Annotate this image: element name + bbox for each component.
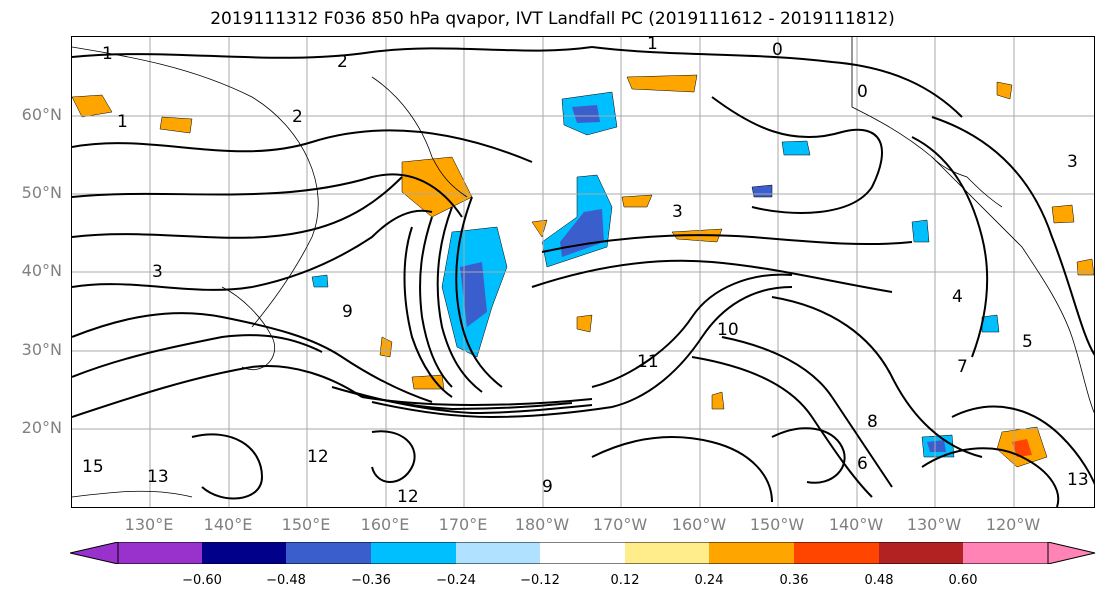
contour-label: 0 bbox=[857, 82, 868, 102]
lon-label: 130°E bbox=[124, 515, 174, 534]
contour-label: 4 bbox=[952, 287, 963, 307]
contour-label: 12 bbox=[307, 447, 329, 467]
colorbar-segment bbox=[286, 542, 371, 564]
map-canvas: 1 2 3 0 1 2 3 4 9 10 11 12 13 15 8 6 5 7… bbox=[72, 37, 1094, 507]
ivt-contours bbox=[72, 46, 1094, 507]
colorbar-tick-label: −0.24 bbox=[436, 573, 476, 588]
colorbar-segment bbox=[879, 542, 963, 564]
lat-label-50n: 50°N bbox=[21, 183, 62, 202]
lon-label: 120°W bbox=[985, 515, 1041, 534]
lat-label-40n: 40°N bbox=[21, 261, 62, 280]
colorbar bbox=[70, 542, 1096, 564]
contour-label: 2 bbox=[337, 52, 348, 72]
contour-label: 12 bbox=[397, 487, 419, 507]
lon-label: 170°W bbox=[592, 515, 648, 534]
lon-label: 170°E bbox=[438, 515, 488, 534]
colorbar-segment bbox=[202, 542, 286, 564]
lat-label-30n: 30°N bbox=[21, 340, 62, 359]
contour-label: 1 bbox=[647, 37, 658, 54]
colorbar-extend-high bbox=[1047, 542, 1096, 564]
contour-label: 0 bbox=[772, 40, 783, 60]
colorbar-segment bbox=[963, 542, 1048, 564]
contour-label: 5 bbox=[1022, 332, 1033, 352]
colorbar-segment bbox=[540, 542, 625, 564]
colorbar-tick-label: 0.24 bbox=[694, 573, 724, 588]
contour-label: 3 bbox=[672, 202, 683, 222]
contour-label: 8 bbox=[867, 412, 878, 432]
colorbar-segment bbox=[625, 542, 709, 564]
lat-label-20n: 20°N bbox=[21, 418, 62, 437]
figure-title: 2019111312 F036 850 hPa qvapor, IVT Land… bbox=[210, 9, 895, 29]
colorbar-segment bbox=[118, 542, 202, 564]
lon-label: 140°W bbox=[828, 515, 884, 534]
lon-label: 150°W bbox=[749, 515, 805, 534]
colorbar-tick-label: 0.60 bbox=[948, 573, 978, 588]
colorbar-tick-label: −0.36 bbox=[351, 573, 391, 588]
coastlines bbox=[72, 37, 1094, 498]
colorbar-tick-label: −0.48 bbox=[266, 573, 306, 588]
lon-label: 160°E bbox=[360, 515, 410, 534]
contour-label: 6 bbox=[857, 454, 868, 474]
contour-label: 3 bbox=[152, 262, 163, 282]
colorbar-extend-low bbox=[70, 542, 119, 564]
lat-label-60n: 60°N bbox=[21, 105, 62, 124]
contour-label: 13 bbox=[1067, 470, 1089, 490]
contour-label: 10 bbox=[717, 320, 739, 340]
contour-label: 13 bbox=[147, 467, 169, 487]
contour-label: 7 bbox=[957, 357, 968, 377]
contour-label: 9 bbox=[542, 477, 553, 497]
anomaly-fill-layer bbox=[72, 74, 1094, 468]
contour-labels: 1 2 3 0 1 2 3 4 9 10 11 12 13 15 8 6 5 7… bbox=[82, 37, 1089, 507]
colorbar-tick-label: 0.48 bbox=[864, 573, 894, 588]
contour-label: 15 bbox=[82, 457, 104, 477]
lon-label: 180°W bbox=[514, 515, 570, 534]
contour-label: 1 bbox=[102, 44, 113, 64]
lon-label: 140°E bbox=[203, 515, 253, 534]
colorbar-tick-label: −0.12 bbox=[520, 573, 560, 588]
graticule bbox=[72, 37, 1094, 507]
lon-label: 150°E bbox=[281, 515, 331, 534]
colorbar-segment bbox=[709, 542, 794, 564]
contour-label: 1 bbox=[117, 112, 128, 132]
colorbar-tick-label: 0.12 bbox=[610, 573, 640, 588]
colorbar-segment bbox=[794, 542, 879, 564]
colorbar-tick-label: −0.60 bbox=[182, 573, 222, 588]
map-panel: 1 2 3 0 1 2 3 4 9 10 11 12 13 15 8 6 5 7… bbox=[71, 36, 1095, 508]
colorbar-segment bbox=[371, 542, 456, 564]
colorbar-segment bbox=[456, 542, 540, 564]
contour-label: 3 bbox=[1067, 152, 1078, 172]
contour-label: 11 bbox=[637, 352, 659, 372]
lon-label: 160°W bbox=[671, 515, 727, 534]
lon-label: 130°W bbox=[906, 515, 962, 534]
contour-label: 2 bbox=[292, 107, 303, 127]
colorbar-tick-label: 0.36 bbox=[779, 573, 809, 588]
contour-label: 9 bbox=[342, 302, 353, 322]
